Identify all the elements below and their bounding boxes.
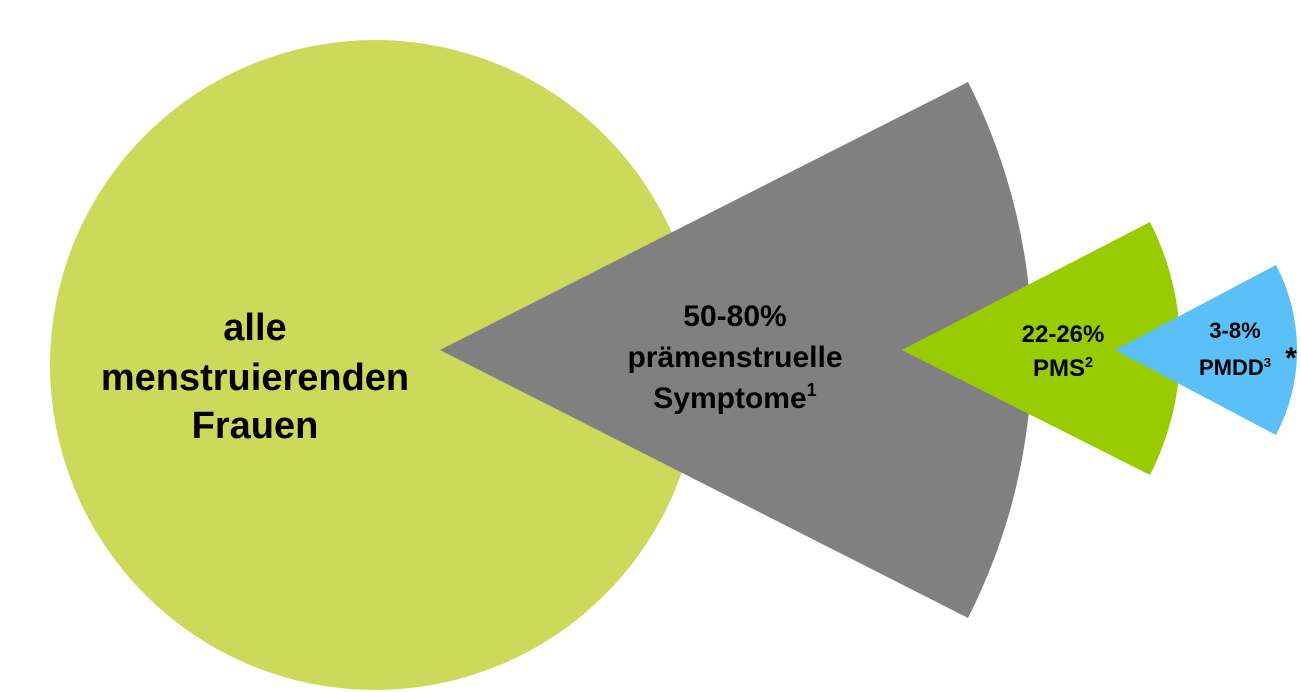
pmdd-label: 3-8% PMDD3 * [1199,318,1297,380]
label-text: PMDD [1199,355,1264,380]
pmdd-sector [1115,265,1298,435]
asterisk: * [1285,342,1297,375]
label-line: PMDD3 [1199,355,1271,380]
population-circle [50,40,700,690]
pms-sector [902,222,1181,475]
percent: 50-80% [683,300,786,333]
symptoms-sector [440,82,1033,618]
footnote: 3 [1264,355,1271,370]
label-line: menstruierenden [101,357,409,399]
label-line: alle [223,307,286,349]
label-text: PMS [1033,355,1085,382]
pms-label: 22-26% PMS2 [1022,321,1105,382]
population-label: alle menstruierenden Frauen [101,307,409,447]
footnote: 1 [807,380,817,400]
label-line: Symptome1 [653,380,816,415]
symptoms-label: 50-80% prämenstruelle Symptome1 [627,300,842,415]
label-text: Symptome [653,382,806,415]
percent: 3-8% [1209,318,1260,343]
label-line: Frauen [192,405,319,447]
footnote: 2 [1085,355,1093,371]
percent: 22-26% [1022,321,1105,348]
label-line: prämenstruelle [627,341,842,374]
label-line: PMS2 [1033,355,1093,382]
